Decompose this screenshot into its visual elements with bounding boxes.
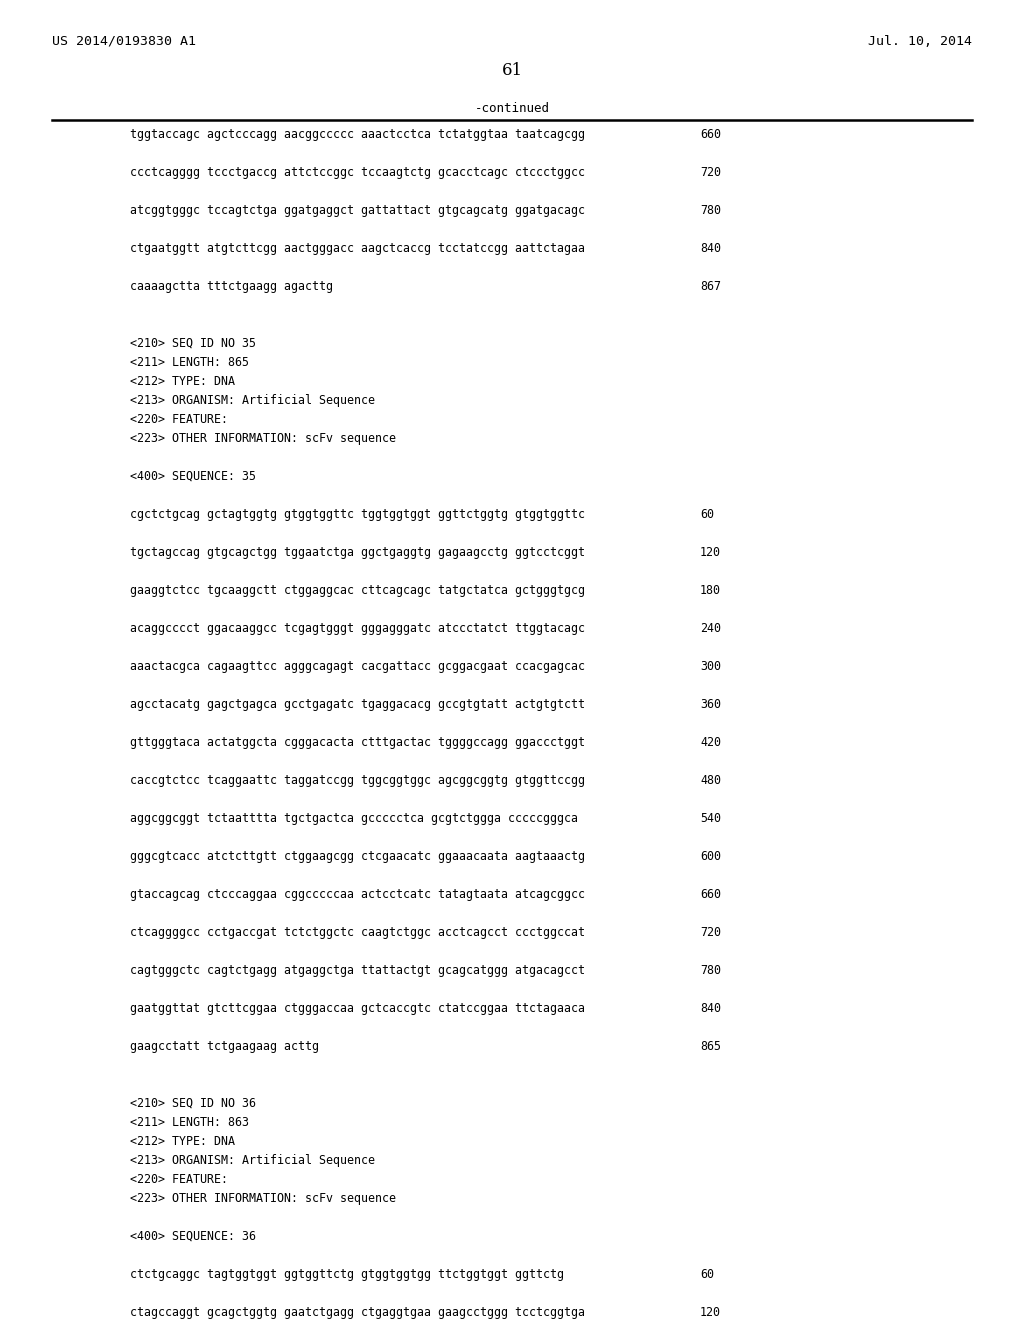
Text: gttgggtaca actatggcta cgggacacta ctttgactac tggggccagg ggaccctggt: gttgggtaca actatggcta cgggacacta ctttgac… <box>130 737 585 748</box>
Text: US 2014/0193830 A1: US 2014/0193830 A1 <box>52 36 196 48</box>
Text: 61: 61 <box>502 62 522 79</box>
Text: 300: 300 <box>700 660 721 673</box>
Text: cgctctgcag gctagtggtg gtggtggttc tggtggtggt ggttctggtg gtggtggttc: cgctctgcag gctagtggtg gtggtggttc tggtggt… <box>130 508 585 521</box>
Text: 840: 840 <box>700 1002 721 1015</box>
Text: 780: 780 <box>700 205 721 216</box>
Text: ctagccaggt gcagctggtg gaatctgagg ctgaggtgaa gaagcctggg tcctcggtga: ctagccaggt gcagctggtg gaatctgagg ctgaggt… <box>130 1305 585 1319</box>
Text: 720: 720 <box>700 927 721 939</box>
Text: ccctcagggg tccctgaccg attctccggc tccaagtctg gcacctcagc ctccctggcc: ccctcagggg tccctgaccg attctccggc tccaagt… <box>130 166 585 180</box>
Text: <220> FEATURE:: <220> FEATURE: <box>130 1173 228 1185</box>
Text: gaagcctatt tctgaagaag acttg: gaagcctatt tctgaagaag acttg <box>130 1040 319 1053</box>
Text: 720: 720 <box>700 166 721 180</box>
Text: 660: 660 <box>700 888 721 902</box>
Text: caaaagctta tttctgaagg agacttg: caaaagctta tttctgaagg agacttg <box>130 280 333 293</box>
Text: 60: 60 <box>700 1269 714 1280</box>
Text: gaaggtctcc tgcaaggctt ctggaggcac cttcagcagc tatgctatca gctgggtgcg: gaaggtctcc tgcaaggctt ctggaggcac cttcagc… <box>130 583 585 597</box>
Text: <213> ORGANISM: Artificial Sequence: <213> ORGANISM: Artificial Sequence <box>130 1154 375 1167</box>
Text: 867: 867 <box>700 280 721 293</box>
Text: <223> OTHER INFORMATION: scFv sequence: <223> OTHER INFORMATION: scFv sequence <box>130 1192 396 1205</box>
Text: 60: 60 <box>700 508 714 521</box>
Text: agcctacatg gagctgagca gcctgagatc tgaggacacg gccgtgtatt actgtgtctt: agcctacatg gagctgagca gcctgagatc tgaggac… <box>130 698 585 711</box>
Text: <220> FEATURE:: <220> FEATURE: <box>130 413 228 426</box>
Text: tggtaccagc agctcccagg aacggccccc aaactcctca tctatggtaa taatcagcgg: tggtaccagc agctcccagg aacggccccc aaactcc… <box>130 128 585 141</box>
Text: gaatggttat gtcttcggaa ctgggaccaa gctcaccgtc ctatccggaa ttctagaaca: gaatggttat gtcttcggaa ctgggaccaa gctcacc… <box>130 1002 585 1015</box>
Text: <400> SEQUENCE: 36: <400> SEQUENCE: 36 <box>130 1230 256 1243</box>
Text: 180: 180 <box>700 583 721 597</box>
Text: <400> SEQUENCE: 35: <400> SEQUENCE: 35 <box>130 470 256 483</box>
Text: <210> SEQ ID NO 35: <210> SEQ ID NO 35 <box>130 337 256 350</box>
Text: ctcaggggcc cctgaccgat tctctggctc caagtctggc acctcagcct ccctggccat: ctcaggggcc cctgaccgat tctctggctc caagtct… <box>130 927 585 939</box>
Text: 420: 420 <box>700 737 721 748</box>
Text: aggcggcggt tctaatttta tgctgactca gccccctca gcgtctggga cccccgggca: aggcggcggt tctaatttta tgctgactca gccccct… <box>130 812 578 825</box>
Text: 120: 120 <box>700 546 721 558</box>
Text: <223> OTHER INFORMATION: scFv sequence: <223> OTHER INFORMATION: scFv sequence <box>130 432 396 445</box>
Text: aaactacgca cagaagttcc agggcagagt cacgattacc gcggacgaat ccacgagcac: aaactacgca cagaagttcc agggcagagt cacgatt… <box>130 660 585 673</box>
Text: 840: 840 <box>700 242 721 255</box>
Text: <211> LENGTH: 863: <211> LENGTH: 863 <box>130 1115 249 1129</box>
Text: cagtgggctc cagtctgagg atgaggctga ttattactgt gcagcatggg atgacagcct: cagtgggctc cagtctgagg atgaggctga ttattac… <box>130 964 585 977</box>
Text: <210> SEQ ID NO 36: <210> SEQ ID NO 36 <box>130 1097 256 1110</box>
Text: <211> LENGTH: 865: <211> LENGTH: 865 <box>130 356 249 370</box>
Text: 480: 480 <box>700 774 721 787</box>
Text: atcggtgggc tccagtctga ggatgaggct gattattact gtgcagcatg ggatgacagc: atcggtgggc tccagtctga ggatgaggct gattatt… <box>130 205 585 216</box>
Text: ctctgcaggc tagtggtggt ggtggttctg gtggtggtgg ttctggtggt ggttctg: ctctgcaggc tagtggtggt ggtggttctg gtggtgg… <box>130 1269 564 1280</box>
Text: tgctagccag gtgcagctgg tggaatctga ggctgaggtg gagaagcctg ggtcctcggt: tgctagccag gtgcagctgg tggaatctga ggctgag… <box>130 546 585 558</box>
Text: caccgtctcc tcaggaattc taggatccgg tggcggtggc agcggcggtg gtggttccgg: caccgtctcc tcaggaattc taggatccgg tggcggt… <box>130 774 585 787</box>
Text: 660: 660 <box>700 128 721 141</box>
Text: 600: 600 <box>700 850 721 863</box>
Text: ctgaatggtt atgtcttcgg aactgggacc aagctcaccg tcctatccgg aattctagaa: ctgaatggtt atgtcttcgg aactgggacc aagctca… <box>130 242 585 255</box>
Text: <213> ORGANISM: Artificial Sequence: <213> ORGANISM: Artificial Sequence <box>130 393 375 407</box>
Text: 780: 780 <box>700 964 721 977</box>
Text: 240: 240 <box>700 622 721 635</box>
Text: -continued: -continued <box>474 102 550 115</box>
Text: gggcgtcacc atctcttgtt ctggaagcgg ctcgaacatc ggaaacaata aagtaaactg: gggcgtcacc atctcttgtt ctggaagcgg ctcgaac… <box>130 850 585 863</box>
Text: 865: 865 <box>700 1040 721 1053</box>
Text: acaggcccct ggacaaggcc tcgagtgggt gggagggatc atccctatct ttggtacagc: acaggcccct ggacaaggcc tcgagtgggt gggaggg… <box>130 622 585 635</box>
Text: <212> TYPE: DNA: <212> TYPE: DNA <box>130 1135 234 1148</box>
Text: 120: 120 <box>700 1305 721 1319</box>
Text: 360: 360 <box>700 698 721 711</box>
Text: Jul. 10, 2014: Jul. 10, 2014 <box>868 36 972 48</box>
Text: 540: 540 <box>700 812 721 825</box>
Text: gtaccagcag ctcccaggaa cggcccccaa actcctcatc tatagtaata atcagcggcc: gtaccagcag ctcccaggaa cggcccccaa actcctc… <box>130 888 585 902</box>
Text: <212> TYPE: DNA: <212> TYPE: DNA <box>130 375 234 388</box>
